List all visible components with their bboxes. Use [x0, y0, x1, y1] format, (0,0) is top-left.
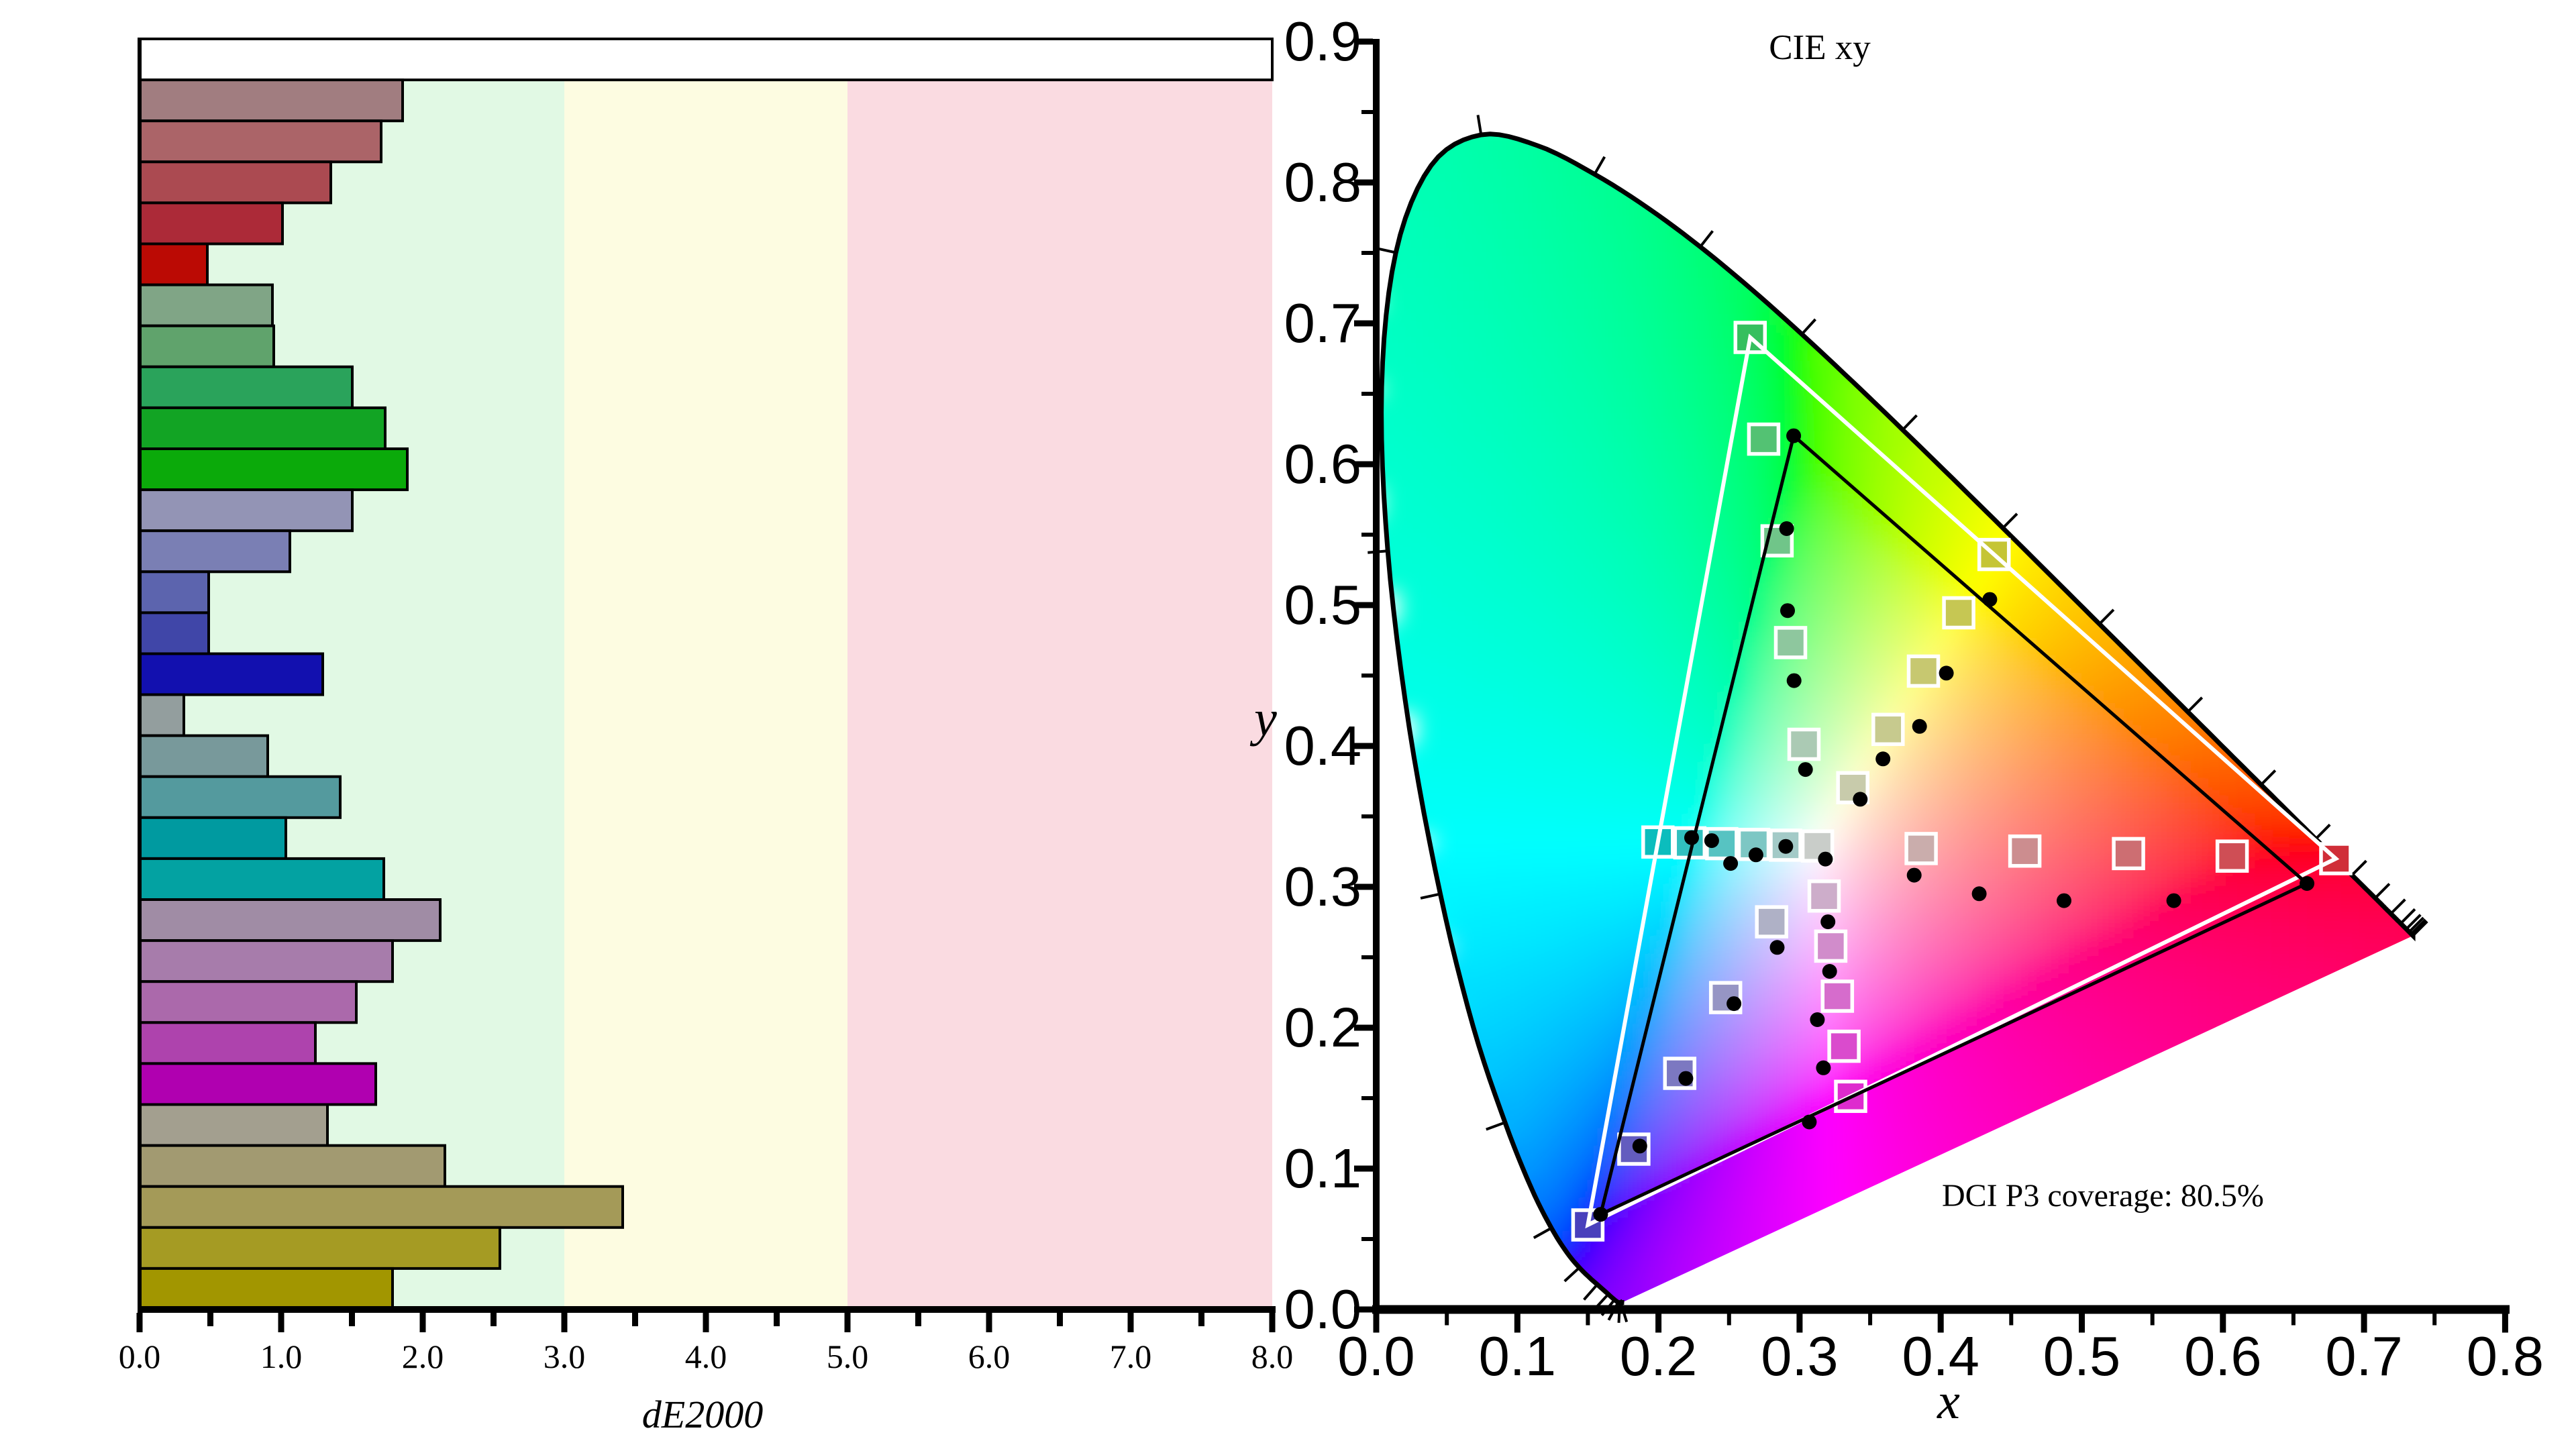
svg-text:0.1: 0.1: [1284, 1137, 1361, 1199]
svg-text:0.2: 0.2: [1284, 996, 1361, 1059]
svg-text:0.5: 0.5: [1284, 574, 1361, 636]
svg-text:0.6: 0.6: [1284, 433, 1361, 495]
svg-text:0.5: 0.5: [2043, 1325, 2120, 1387]
svg-text:0.0: 0.0: [1284, 1278, 1361, 1340]
svg-text:0.8: 0.8: [1284, 151, 1361, 213]
svg-text:DCI P3 coverage: 80.5%: DCI P3 coverage: 80.5%: [1942, 1178, 2264, 1214]
svg-text:4.0: 4.0: [685, 1338, 727, 1375]
svg-text:3.0: 3.0: [544, 1338, 586, 1375]
svg-text:8.0: 8.0: [1251, 1338, 1294, 1375]
svg-text:0.7: 0.7: [2325, 1325, 2402, 1387]
svg-text:6.0: 6.0: [968, 1338, 1011, 1375]
svg-text:x: x: [1937, 1373, 1960, 1430]
svg-text:7.0: 7.0: [1110, 1338, 1152, 1375]
svg-text:CIE xy: CIE xy: [1769, 28, 1871, 67]
svg-text:0.9: 0.9: [1284, 10, 1361, 72]
svg-text:1.0: 1.0: [260, 1338, 303, 1375]
svg-text:5.0: 5.0: [827, 1338, 869, 1375]
svg-text:0.1: 0.1: [1479, 1325, 1556, 1387]
svg-text:0.4: 0.4: [1902, 1325, 1979, 1387]
svg-text:y: y: [1249, 690, 1277, 747]
svg-text:0.6: 0.6: [2184, 1325, 2261, 1387]
svg-text:0.0: 0.0: [1337, 1325, 1414, 1387]
svg-text:0.4: 0.4: [1284, 714, 1361, 777]
svg-text:0.3: 0.3: [1284, 855, 1361, 918]
svg-text:dE2000: dE2000: [642, 1393, 763, 1436]
svg-text:0.2: 0.2: [1620, 1325, 1697, 1387]
svg-text:0.8: 0.8: [2467, 1325, 2544, 1387]
svg-text:0.3: 0.3: [1761, 1325, 1838, 1387]
svg-text:0.7: 0.7: [1284, 292, 1361, 354]
svg-text:0.0: 0.0: [119, 1338, 161, 1375]
svg-text:2.0: 2.0: [402, 1338, 444, 1375]
